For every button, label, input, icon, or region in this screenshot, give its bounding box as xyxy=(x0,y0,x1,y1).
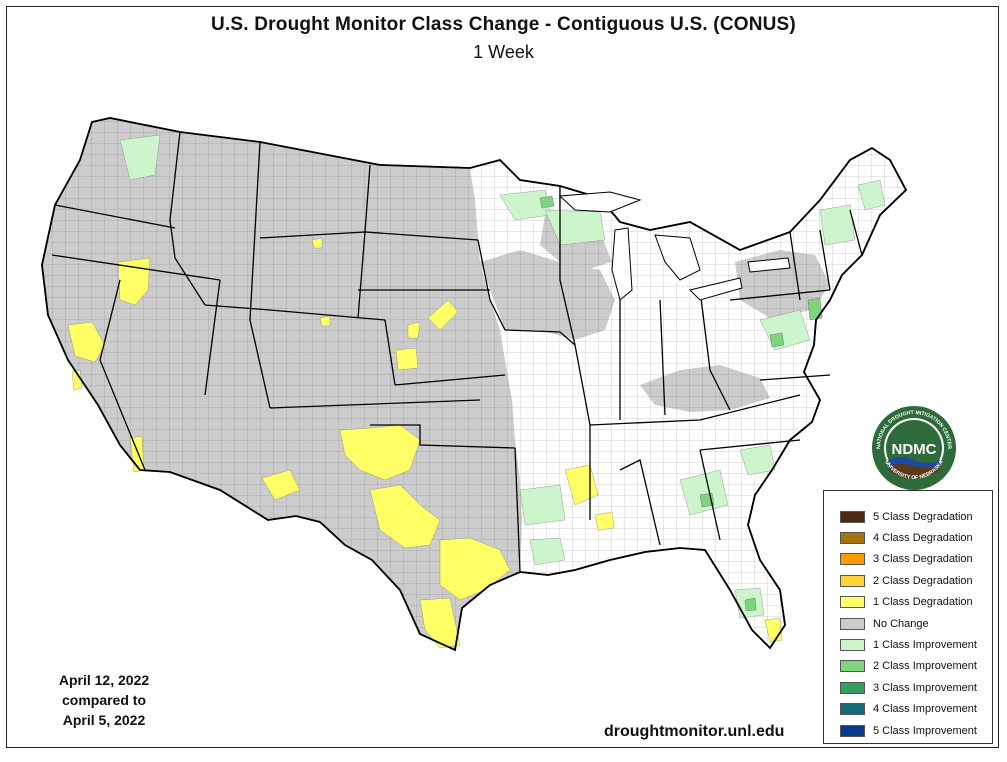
colorado-degradation xyxy=(319,315,331,327)
legend-swatch xyxy=(840,703,865,716)
ndmc-logo: NDMC NATIONAL DROUGHT MITIGATION CENTER … xyxy=(872,406,956,490)
legend-swatch xyxy=(840,681,865,694)
legend-item: 5 Class Degradation xyxy=(824,506,992,527)
legend-label: 3 Class Degradation xyxy=(873,553,973,566)
legend-swatch xyxy=(840,617,865,630)
legend-swatch xyxy=(840,510,865,523)
legend-label: 2 Class Improvement xyxy=(873,660,977,673)
compared-to-label: compared to xyxy=(61,692,146,708)
conus-coastline xyxy=(41,117,908,652)
legend-label: 1 Class Improvement xyxy=(873,639,977,652)
legend-label: 5 Class Improvement xyxy=(873,724,977,737)
lake-superior xyxy=(558,191,642,213)
map-title: U.S. Drought Monitor Class Change - Cont… xyxy=(211,14,796,35)
legend-swatch xyxy=(840,574,865,587)
maine-improvement xyxy=(857,179,886,211)
nevada-degradation xyxy=(117,257,151,306)
legend-item: 1 Class Degradation xyxy=(824,592,992,613)
legend-item: 1 Class Improvement xyxy=(824,634,992,655)
legend-swatch xyxy=(840,553,865,566)
mississippi-degradation xyxy=(594,511,615,531)
maryland-improvement-2 xyxy=(769,332,785,348)
newjersey-improvement-2 xyxy=(807,297,823,321)
legend-item: 3 Class Improvement xyxy=(824,677,992,698)
legend-item: 2 Class Degradation xyxy=(824,570,992,591)
california-coast-degradation xyxy=(71,369,83,391)
newengland-improvement xyxy=(819,204,856,246)
comparison-dates: April 12, 2022 compared to April 5, 2022 xyxy=(30,670,178,730)
legend: 5 Class Degradation 4 Class Degradation 3 … xyxy=(823,490,993,744)
montana-degradation xyxy=(311,237,323,249)
legend-swatch xyxy=(840,724,865,737)
georgia-improvement xyxy=(679,469,729,516)
texas-south-degradation xyxy=(419,597,461,649)
legend-label: 2 Class Degradation xyxy=(873,574,973,587)
state-boundaries xyxy=(51,131,863,573)
legend-swatch xyxy=(840,639,865,652)
florida-improvement-2 xyxy=(744,597,757,612)
oklahoma-texas-degradation xyxy=(339,424,421,481)
legend-item: 4 Class Degradation xyxy=(824,527,992,548)
california-north-degradation xyxy=(67,321,106,363)
legend-label: 4 Class Degradation xyxy=(873,532,973,545)
lake-michigan xyxy=(611,227,633,301)
legend-item: 5 Class Improvement xyxy=(824,720,992,741)
minnesota-improvement-2 xyxy=(539,195,555,209)
lake-erie xyxy=(689,277,743,301)
legend-label: 5 Class Degradation xyxy=(873,510,973,523)
legend-item: 4 Class Improvement xyxy=(824,699,992,720)
degradation-1-areas xyxy=(67,237,783,649)
legend-label: No Change xyxy=(873,617,929,630)
newmexico-degradation xyxy=(261,469,301,501)
carolina-improvement xyxy=(739,444,776,476)
legend-swatch xyxy=(840,660,865,673)
nebraska-degradation-1 xyxy=(427,299,459,331)
texas-degradation-1 xyxy=(369,484,441,549)
map-frame xyxy=(6,6,999,748)
legend-swatch xyxy=(840,532,865,545)
previous-date: April 5, 2022 xyxy=(62,712,146,728)
logo-center-text: NDMC xyxy=(892,441,937,458)
lake-ontario xyxy=(747,257,791,273)
washington-improvement xyxy=(119,134,161,181)
legend-label: 4 Class Improvement xyxy=(873,703,977,716)
current-date: April 12, 2022 xyxy=(58,672,150,688)
legend-label: 1 Class Degradation xyxy=(873,596,973,609)
arkansas-improvement xyxy=(519,484,566,526)
lake-huron xyxy=(654,234,701,281)
nebraska-degradation-2 xyxy=(407,321,421,339)
legend-item: 3 Class Degradation xyxy=(824,549,992,570)
kansas-degradation xyxy=(395,347,419,371)
legend-swatch xyxy=(840,596,865,609)
great-lakes xyxy=(558,191,791,301)
legend-label: 3 Class Improvement xyxy=(873,681,977,694)
legend-item: No Change xyxy=(824,613,992,634)
louisiana-improvement xyxy=(529,537,566,566)
legend-item: 2 Class Improvement xyxy=(824,656,992,677)
texas-degradation-2 xyxy=(439,537,511,601)
source-url[interactable]: droughtmonitor.unl.edu xyxy=(604,723,785,740)
map-subtitle: 1 Week xyxy=(473,42,534,62)
